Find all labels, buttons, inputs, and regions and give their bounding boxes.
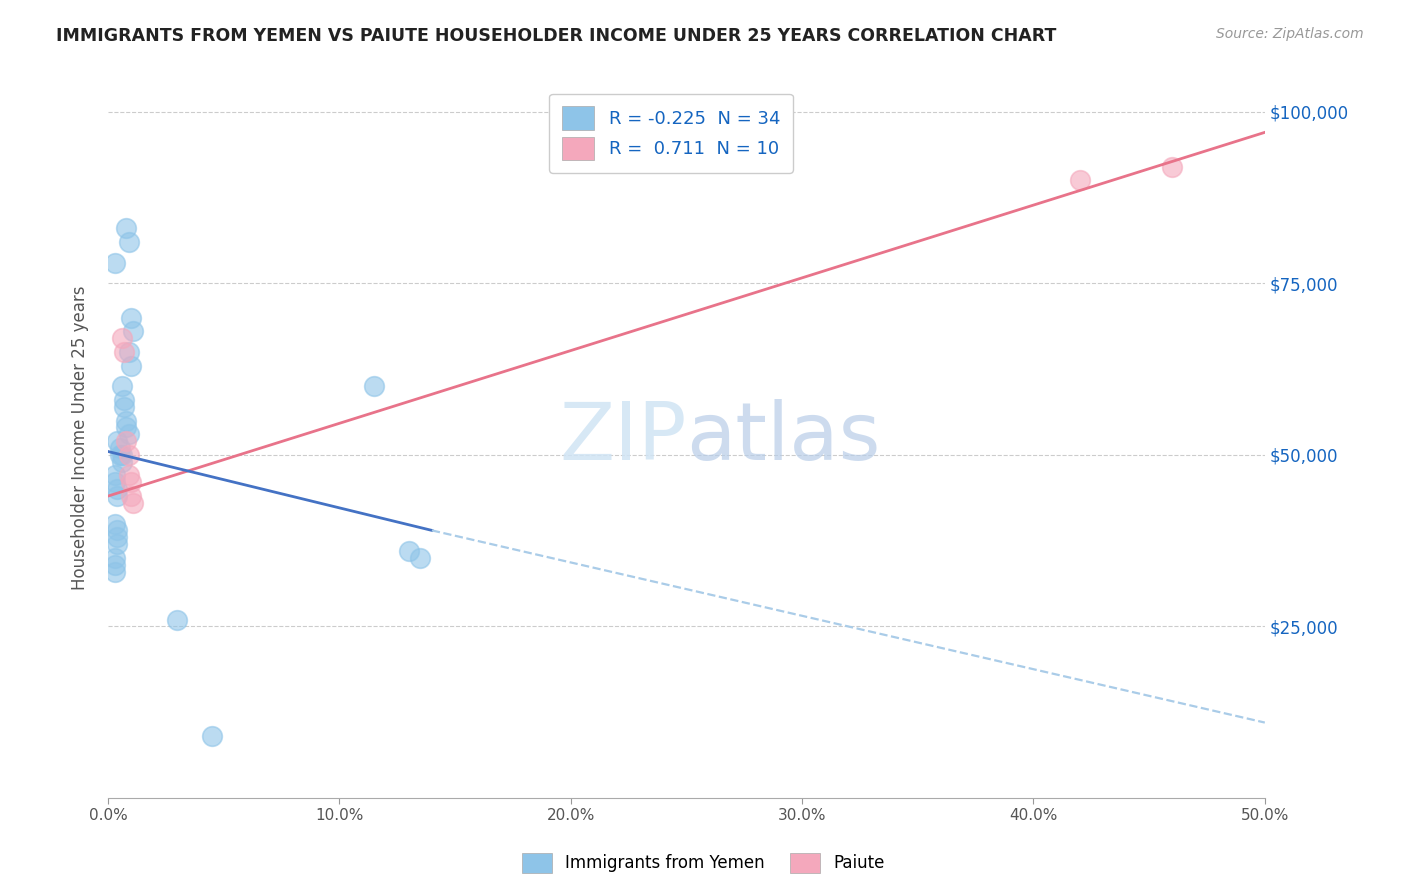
- Point: [104, 475, 127, 490]
- Point: [105, 482, 128, 496]
- Point: [120, 359, 142, 373]
- Point: [118, 345, 141, 359]
- Point: [104, 516, 127, 531]
- Point: [120, 489, 142, 503]
- Point: [104, 550, 127, 565]
- Point: [105, 489, 128, 503]
- Point: [104, 558, 127, 572]
- Text: IMMIGRANTS FROM YEMEN VS PAIUTE HOUSEHOLDER INCOME UNDER 25 YEARS CORRELATION CH: IMMIGRANTS FROM YEMEN VS PAIUTE HOUSEHOL…: [56, 27, 1057, 45]
- Point: [363, 379, 385, 393]
- Point: [104, 256, 127, 270]
- Point: [111, 331, 134, 345]
- Point: [118, 468, 141, 483]
- Text: ZIP: ZIP: [560, 399, 686, 476]
- Point: [108, 448, 131, 462]
- Point: [111, 448, 134, 462]
- Point: [201, 729, 224, 743]
- Point: [115, 414, 138, 428]
- Point: [120, 310, 142, 325]
- Point: [398, 544, 420, 558]
- Point: [108, 441, 131, 455]
- Point: [105, 530, 128, 544]
- Point: [166, 613, 188, 627]
- Point: [105, 434, 128, 449]
- Point: [409, 550, 432, 565]
- Point: [122, 496, 145, 510]
- Point: [1069, 173, 1091, 187]
- Point: [104, 468, 127, 483]
- Point: [111, 379, 134, 393]
- Point: [118, 427, 141, 442]
- Point: [105, 524, 128, 538]
- Point: [115, 434, 138, 449]
- Legend: Immigrants from Yemen, Paiute: Immigrants from Yemen, Paiute: [515, 847, 891, 880]
- Point: [112, 345, 135, 359]
- Text: atlas: atlas: [686, 399, 880, 476]
- Point: [115, 221, 138, 235]
- Point: [111, 455, 134, 469]
- Point: [112, 400, 135, 414]
- Point: [112, 392, 135, 407]
- Point: [118, 448, 141, 462]
- Point: [122, 324, 145, 338]
- Point: [120, 475, 142, 490]
- Point: [1161, 160, 1184, 174]
- Point: [115, 420, 138, 434]
- Point: [104, 565, 127, 579]
- Legend: R = -0.225  N = 34, R =  0.711  N = 10: R = -0.225 N = 34, R = 0.711 N = 10: [550, 94, 793, 172]
- Point: [118, 235, 141, 249]
- Point: [105, 537, 128, 551]
- Y-axis label: Householder Income Under 25 years: Householder Income Under 25 years: [72, 285, 89, 590]
- Text: Source: ZipAtlas.com: Source: ZipAtlas.com: [1216, 27, 1364, 41]
